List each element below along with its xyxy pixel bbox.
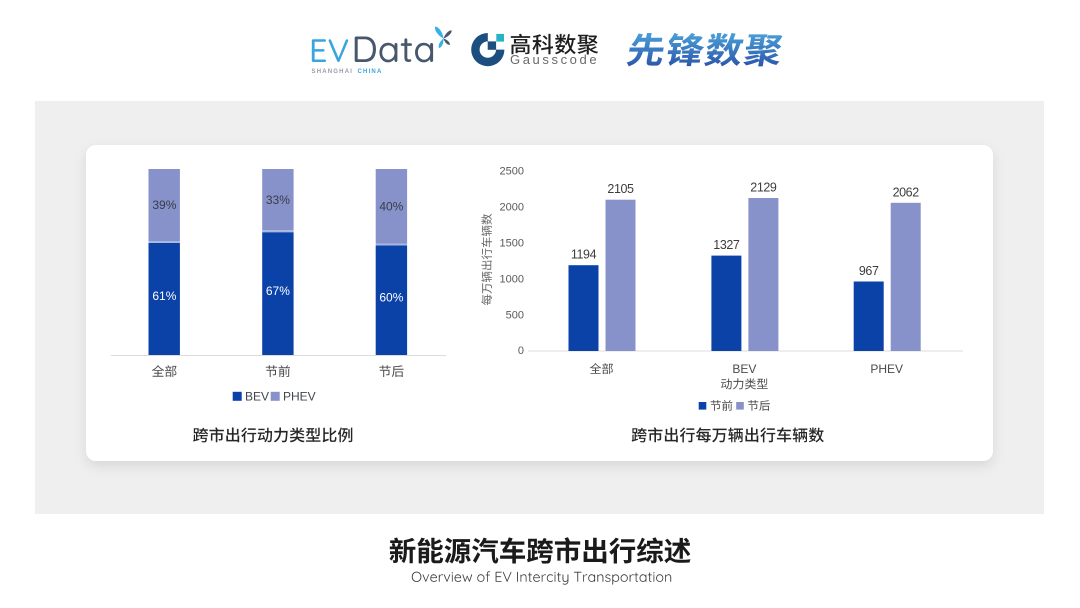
svg-text:0: 0 [518,345,524,357]
svg-text:2000: 2000 [500,201,524,213]
svg-text:500: 500 [506,309,524,321]
svg-text:40%: 40% [379,200,403,214]
svg-text:Gausscode: Gausscode [510,52,599,67]
svg-text:39%: 39% [152,198,176,212]
svg-text:SHANGHAI: SHANGHAI [312,69,354,75]
svg-text:1194: 1194 [571,248,597,262]
svg-text:PHEV: PHEV [283,390,316,404]
svg-text:BEV: BEV [732,362,756,376]
svg-text:2500: 2500 [500,166,524,178]
svg-text:2129: 2129 [750,180,777,194]
svg-text:1327: 1327 [713,238,740,252]
svg-text:67%: 67% [266,284,290,298]
svg-text:CHINA: CHINA [358,69,383,75]
svg-text:2105: 2105 [607,182,634,196]
svg-text:PHEV: PHEV [870,362,903,376]
svg-text:33%: 33% [266,193,290,207]
svg-text:2062: 2062 [893,185,920,199]
svg-text:60%: 60% [379,291,403,305]
svg-text:1500: 1500 [500,237,524,249]
svg-text:967: 967 [859,264,879,278]
svg-text:61%: 61% [152,289,176,303]
svg-text:BEV: BEV [245,390,269,404]
svg-text:1000: 1000 [500,273,524,285]
